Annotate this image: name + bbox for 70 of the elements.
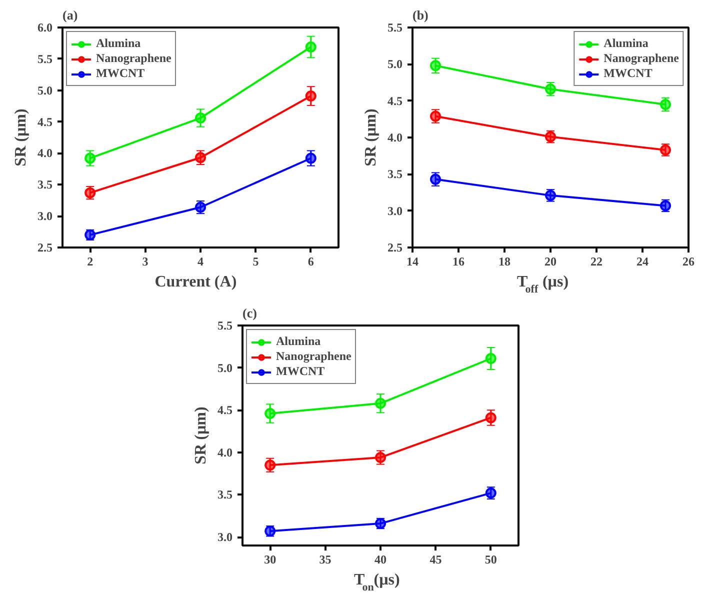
chart-title: (c) bbox=[242, 306, 257, 320]
legend-label: Nanographene bbox=[604, 51, 679, 66]
x-tick-label: 50 bbox=[484, 552, 497, 566]
y-tick-label: 4.5 bbox=[218, 403, 232, 418]
point bbox=[195, 152, 206, 164]
point bbox=[485, 412, 496, 424]
y-tick-label: 4.0 bbox=[218, 445, 232, 460]
y-tick-label: 5.0 bbox=[38, 83, 52, 98]
y-tick-label: 3.0 bbox=[388, 204, 402, 218]
point bbox=[485, 353, 496, 364]
y-tick-label: 5.5 bbox=[388, 20, 402, 34]
point bbox=[430, 110, 441, 122]
x-tick-label: 45 bbox=[430, 552, 442, 566]
y-tick-label: 2.5 bbox=[38, 240, 52, 254]
y-tick-label: 5.0 bbox=[218, 360, 232, 375]
y-tick-label: 3.0 bbox=[218, 530, 232, 544]
x-tick-label: 4 bbox=[198, 254, 204, 268]
x-tick-label: 2 bbox=[87, 254, 94, 268]
point bbox=[375, 452, 386, 463]
x-tick-label: 6 bbox=[308, 254, 314, 268]
y-tick-label: 5.5 bbox=[38, 52, 52, 66]
legend-label: Nanographene bbox=[96, 51, 172, 66]
x-tick-label: 24 bbox=[636, 254, 648, 268]
legend-label: Nanographene bbox=[276, 349, 352, 364]
y-tick-label: 3.5 bbox=[38, 178, 52, 192]
x-tick-label: 40 bbox=[374, 552, 386, 566]
point bbox=[264, 460, 276, 471]
y-tick-label: 2.5 bbox=[388, 240, 402, 254]
x-axis-title: Current (A) bbox=[154, 274, 237, 290]
point bbox=[305, 90, 316, 102]
y-tick-label: 4.0 bbox=[38, 146, 52, 160]
y-tick-label: 3.5 bbox=[218, 488, 232, 502]
point bbox=[264, 408, 276, 419]
point bbox=[305, 152, 316, 164]
point bbox=[660, 99, 671, 110]
x-tick-label: 20 bbox=[544, 254, 556, 268]
y-tick-label: 4.5 bbox=[388, 94, 402, 108]
point bbox=[84, 152, 96, 164]
point bbox=[195, 112, 206, 124]
x-tick-label: 16 bbox=[452, 254, 464, 268]
y-axis-title: SR (µm) bbox=[362, 108, 380, 166]
chart-title: (b) bbox=[412, 8, 428, 22]
legend-label: MWCNT bbox=[96, 66, 145, 81]
legend-label: MWCNT bbox=[276, 364, 325, 379]
point bbox=[375, 398, 386, 409]
chart-title: (a) bbox=[62, 8, 78, 22]
y-tick-label: 4.0 bbox=[388, 130, 402, 144]
legend-label: Alumina bbox=[96, 36, 141, 51]
y-tick-label: 3.0 bbox=[38, 209, 52, 224]
legend-label: Alumina bbox=[604, 36, 648, 51]
x-tick-label: 18 bbox=[498, 254, 510, 268]
y-tick-label: 4.5 bbox=[38, 114, 52, 129]
x-tick-label: 22 bbox=[590, 254, 602, 268]
x-tick-label: 3 bbox=[142, 254, 148, 268]
x-tick-label: 14 bbox=[406, 254, 418, 268]
x-tick-label: 5 bbox=[252, 254, 259, 268]
point bbox=[545, 84, 556, 95]
x-tick-label: 35 bbox=[319, 552, 332, 566]
y-tick-label: 5.5 bbox=[218, 318, 232, 332]
y-tick-label: 5.0 bbox=[388, 57, 402, 72]
point bbox=[430, 60, 441, 72]
y-tick-label: 3.5 bbox=[388, 167, 402, 182]
y-axis-title: SR (µm) bbox=[12, 108, 30, 166]
legend-label: MWCNT bbox=[604, 66, 652, 81]
x-tick-label: 26 bbox=[682, 254, 694, 268]
legend-label: Alumina bbox=[276, 334, 321, 349]
y-tick-label: 6.0 bbox=[38, 20, 52, 34]
y-axis-title: SR (µm) bbox=[192, 406, 210, 464]
x-tick-label: 30 bbox=[264, 552, 276, 566]
point bbox=[305, 41, 316, 52]
